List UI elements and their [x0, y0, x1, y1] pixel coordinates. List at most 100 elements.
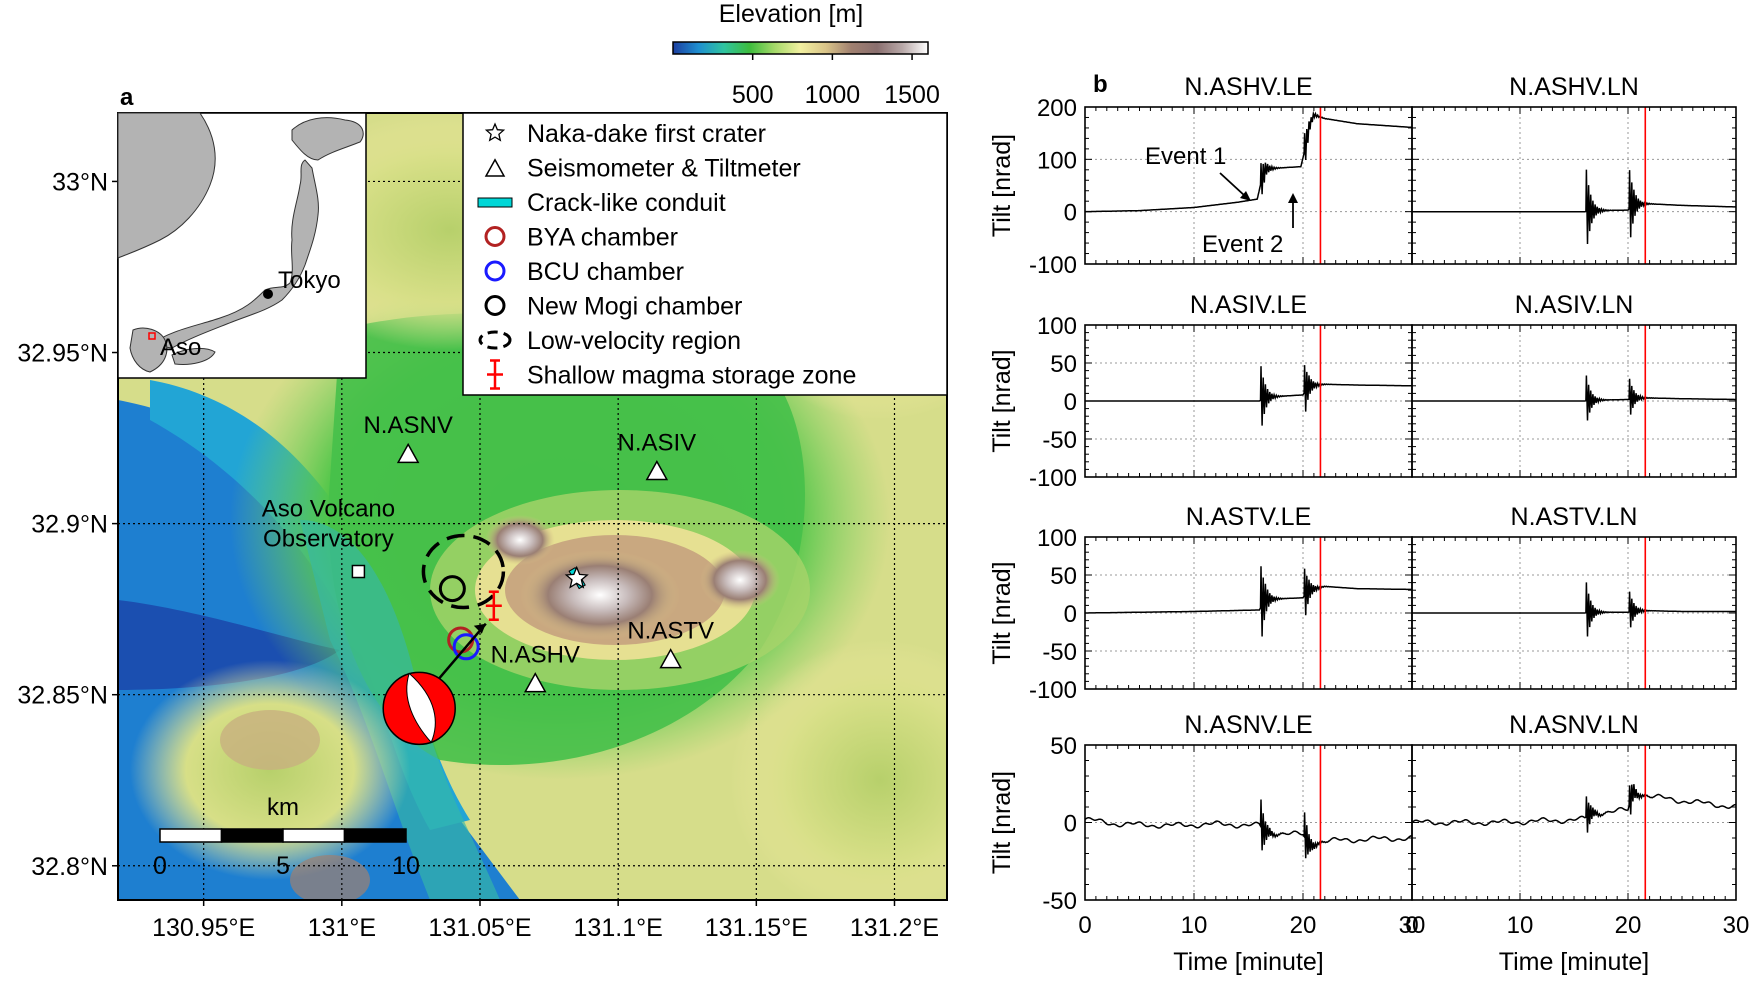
- tilt-subplot: N.ASTV.LN: [1411, 503, 1737, 690]
- tilt-trace: [1411, 784, 1736, 833]
- x-tick-label: 0: [1405, 912, 1418, 939]
- x-axis-label: Time [minute]: [1173, 948, 1324, 976]
- tilt-trace: [1085, 110, 1412, 213]
- sea-of-japan: [117, 112, 216, 259]
- tokyo-marker: [263, 289, 273, 299]
- crater-star-icon: [564, 565, 589, 589]
- aso-label: Aso: [160, 334, 201, 361]
- y-tick-label: 100: [1037, 525, 1077, 552]
- y-axis-label: Tilt [nrad]: [988, 134, 1016, 237]
- legend-item: BYA chamber: [484, 224, 678, 252]
- legend-item: Shallow magma storage zone: [487, 359, 856, 390]
- lon-tick-label: 131.2°E: [850, 914, 939, 942]
- subplot-title: N.ASTV.LN: [1511, 503, 1638, 531]
- y-tick-label: 0: [1064, 811, 1077, 838]
- legend-item: New Mogi chamber: [484, 293, 742, 321]
- arrow-head-icon: [473, 623, 486, 634]
- legend-item: Low-velocity region: [478, 327, 741, 355]
- lat-tick-label: 32.9°N: [31, 511, 108, 539]
- elevation-colorbar: Elevation [m] 500 1000 1500: [672, 0, 940, 109]
- panel-label-a: a: [120, 84, 134, 111]
- map-panel: a Elevation [m] 500 1000 1500: [17, 0, 948, 942]
- japan-inset-map: Tokyo Aso: [117, 112, 367, 379]
- y-tick-label: -100: [1029, 465, 1077, 492]
- scale-tick-label: 0: [153, 852, 167, 880]
- colorbar-tick-label: 1500: [884, 81, 940, 109]
- lat-tick-label: 32.85°N: [17, 682, 108, 710]
- legend-storage-icon: [487, 359, 503, 390]
- lat-tick-label: 32.95°N: [17, 340, 108, 368]
- y-axis-label: Tilt [nrad]: [988, 349, 1016, 452]
- bcu-chamber: [452, 633, 480, 661]
- tilt-subplot: N.ASTV.LE -100 -50 0 50 100 Tilt [nrad]: [988, 503, 1413, 704]
- x-tick-label: 20: [1615, 912, 1642, 939]
- observatory-label: Observatory: [263, 526, 394, 553]
- tilt-subplot: N.ASHV.LN: [1411, 73, 1737, 265]
- legend-label: Shallow magma storage zone: [527, 362, 856, 390]
- legend-bya-icon: [484, 226, 506, 247]
- colorbar-ramp: [672, 41, 929, 55]
- observatory-icon: [351, 564, 366, 579]
- station-label: N.ASTV: [627, 617, 714, 644]
- lon-tick-label: 131.05°E: [428, 914, 531, 942]
- legend-label: Naka-dake first crater: [527, 120, 766, 148]
- focal-mechanism-icon: [382, 671, 456, 746]
- y-tick-label: 0: [1064, 389, 1077, 416]
- y-tick-label: 0: [1064, 601, 1077, 628]
- tilt-trace: [1085, 365, 1412, 426]
- colorbar-tick-label: 500: [732, 81, 774, 109]
- x-tick-label: 20: [1290, 912, 1317, 939]
- station-label: N.ASNV: [363, 412, 452, 439]
- legend-mogi-icon: [484, 295, 506, 316]
- tokyo-label: Tokyo: [278, 267, 341, 294]
- subplot-frame: [1084, 744, 1413, 901]
- tilt-subplot: N.ASIV.LE -100 -50 0 50 100 Tilt [nrad]: [988, 291, 1413, 492]
- hokkaido-shape: [291, 117, 364, 161]
- y-tick-label: -50: [1042, 427, 1077, 454]
- subplot-frame: [1411, 106, 1737, 265]
- y-tick-label: 100: [1037, 147, 1077, 174]
- station-label: N.ASHV: [491, 641, 580, 668]
- subplot-title: N.ASHV.LE: [1184, 73, 1312, 101]
- station-triangle-icon: [396, 442, 420, 464]
- tilt-trace: [1085, 566, 1412, 637]
- scale-tick-label: 10: [392, 852, 420, 880]
- subplot-title: N.ASIV.LN: [1515, 291, 1634, 319]
- y-tick-label: 100: [1037, 313, 1077, 340]
- legend-star-icon: [484, 122, 506, 142]
- y-tick-label: 0: [1064, 200, 1077, 227]
- subplot-title: N.ASHV.LN: [1509, 73, 1639, 101]
- tilt-trace: [1412, 582, 1736, 637]
- station-triangle-icon: [645, 459, 669, 481]
- colorbar-title: Elevation [m]: [719, 0, 864, 28]
- legend-label: Low-velocity region: [527, 327, 741, 355]
- colorbar-tick-label: 1000: [805, 81, 861, 109]
- low-velocity-region: [421, 533, 506, 610]
- legend-label: BCU chamber: [527, 258, 684, 286]
- station-label: N.ASIV: [617, 429, 696, 456]
- lat-tick-label: 32.8°N: [31, 853, 108, 881]
- aso-marker: [148, 332, 156, 340]
- station-triangle-icon: [523, 672, 547, 693]
- observatory-label: Aso Volcano: [262, 496, 395, 523]
- legend-item: Crack-like conduit: [477, 189, 726, 217]
- tilt-subplot: N.ASNV.LN 0 10 20 30 Time [minute]: [1405, 711, 1749, 976]
- magma-storage-icon: [485, 590, 502, 621]
- legend-item: Naka-dake first crater: [484, 120, 766, 148]
- y-tick-label: -100: [1029, 252, 1077, 279]
- legend-item: BCU chamber: [484, 258, 684, 286]
- scale-unit: km: [267, 794, 299, 821]
- x-tick-label: 10: [1181, 912, 1208, 939]
- y-tick-label: -100: [1029, 677, 1077, 704]
- subplot-title: N.ASTV.LE: [1186, 503, 1312, 531]
- lon-tick-label: 131°E: [308, 914, 376, 942]
- tilt-trace: [1412, 169, 1737, 245]
- legend-triangle-icon: [484, 158, 506, 177]
- x-tick-label: 0: [1078, 912, 1091, 939]
- y-tick-label: 200: [1037, 95, 1077, 122]
- legend-item: Seismometer & Tiltmeter: [484, 155, 801, 183]
- subplot-title: N.ASIV.LE: [1190, 291, 1307, 319]
